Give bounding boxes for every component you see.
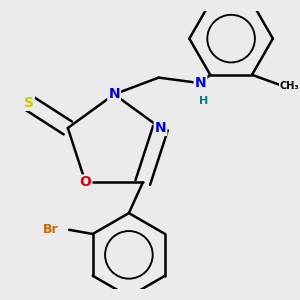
Text: N: N	[108, 87, 120, 101]
Text: O: O	[80, 176, 92, 190]
Text: N: N	[195, 76, 206, 90]
Text: S: S	[24, 96, 34, 110]
Text: Br: Br	[43, 223, 59, 236]
Text: N: N	[155, 121, 166, 135]
Text: H: H	[199, 96, 208, 106]
Text: CH₃: CH₃	[280, 81, 299, 91]
